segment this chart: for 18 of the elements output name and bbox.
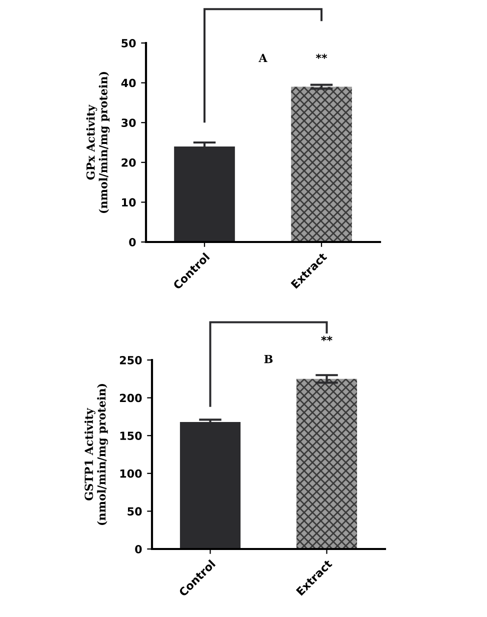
- y-tick-label: 150: [120, 432, 142, 440]
- annotation: A: [258, 54, 268, 62]
- y-tick-label: 0: [135, 544, 142, 554]
- y-tick-label: 200: [120, 394, 142, 402]
- y-tick-label: 50: [128, 507, 142, 516]
- y-tick-label: 20: [122, 158, 136, 167]
- text: **: [321, 336, 332, 342]
- y-tick-label: 50: [122, 38, 136, 48]
- y-axis-title: GPx Activity (nmol/min/mg protein): [86, 72, 110, 213]
- y-tick-label: 100: [120, 469, 142, 478]
- y-tick-label: 10: [122, 198, 136, 207]
- annotation: **: [316, 54, 328, 59]
- y-tick-label: 250: [120, 356, 142, 364]
- annotation: B: [264, 354, 273, 364]
- y-tick-label: 0: [129, 238, 136, 246]
- y-axis-title: GSTP1 Activity (nmol/min/mg protein): [84, 384, 108, 525]
- y-tick-label: 30: [122, 118, 136, 127]
- y-tick-label: 40: [121, 78, 136, 88]
